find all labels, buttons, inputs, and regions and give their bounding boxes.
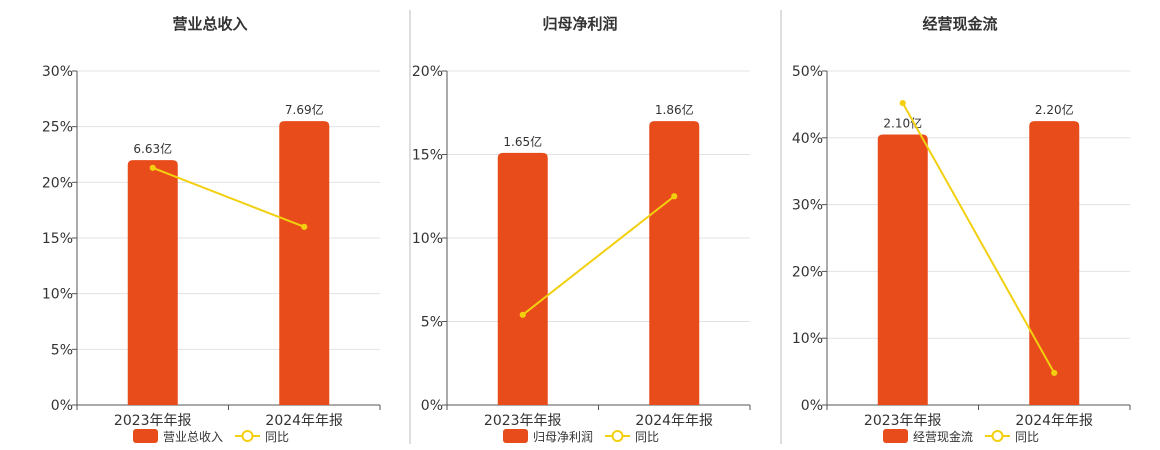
y-tick-label: 30% bbox=[42, 64, 73, 80]
bar bbox=[279, 121, 330, 405]
legend-bar-label: 归母净利润 bbox=[533, 430, 593, 444]
chart-panel-2: 归母净利润 0% 5% 10% 15% 20% 2023年年报 2024年年报 1.65亿 1.8… bbox=[409, 10, 751, 444]
legend-line-marker bbox=[611, 430, 624, 442]
y-tick-label: 0% bbox=[421, 398, 443, 414]
y-tick-label: 5% bbox=[421, 315, 443, 331]
x-tick-label: 2023年年报 bbox=[864, 413, 942, 429]
y-tick-label: 10% bbox=[792, 331, 823, 347]
legend-line-label: 同比 bbox=[635, 430, 659, 444]
x-tick-label: 2024年年报 bbox=[635, 413, 713, 429]
y-tick-label: 0% bbox=[51, 398, 73, 414]
line-point bbox=[301, 223, 308, 230]
line-series bbox=[152, 166, 305, 228]
y-tick-label: 5% bbox=[51, 342, 73, 358]
line-point bbox=[899, 99, 906, 107]
x-tick-label: 2024年年报 bbox=[265, 413, 343, 429]
legend-bar-swatch bbox=[883, 429, 908, 443]
y-tick-label: 0% bbox=[801, 398, 823, 414]
y-tick-label: 20% bbox=[412, 64, 443, 80]
y-tick-label: 20% bbox=[42, 175, 73, 191]
line-point bbox=[149, 164, 156, 171]
y-tick-label: 30% bbox=[792, 198, 823, 214]
legend-bar-swatch bbox=[503, 429, 528, 443]
y-tick-label: 15% bbox=[412, 148, 443, 164]
x-tick-label: 2023年年报 bbox=[484, 413, 562, 429]
y-tick-label: 50% bbox=[792, 64, 823, 80]
x-tick-label: 2024年年报 bbox=[1015, 413, 1093, 429]
bar bbox=[497, 152, 548, 405]
bar bbox=[1029, 121, 1080, 405]
y-tick-label: 40% bbox=[792, 131, 823, 147]
bar bbox=[649, 121, 700, 405]
y-tick-label: 20% bbox=[792, 264, 823, 280]
line-series bbox=[522, 195, 675, 316]
legend-line-marker bbox=[241, 430, 254, 442]
y-tick-label: 25% bbox=[42, 120, 73, 136]
legend-line-label: 同比 bbox=[1015, 430, 1039, 444]
line-point bbox=[671, 193, 678, 200]
y-tick-label: 10% bbox=[412, 231, 443, 247]
bar-data-label: 2.20亿 bbox=[1035, 102, 1074, 117]
y-tick-label: 10% bbox=[42, 287, 73, 303]
bar bbox=[877, 134, 928, 405]
line-point bbox=[1051, 369, 1058, 377]
bar-data-label: 1.86亿 bbox=[655, 102, 694, 117]
legend-bar-label: 经营现金流 bbox=[913, 429, 973, 444]
bar-data-label: 1.65亿 bbox=[503, 134, 542, 149]
line-series bbox=[901, 102, 1056, 374]
bar-data-label: 7.69亿 bbox=[285, 102, 324, 117]
legend-line-marker bbox=[991, 430, 1004, 442]
legend-line-label: 同比 bbox=[265, 430, 289, 444]
y-tick-label: 15% bbox=[42, 231, 73, 247]
bar-data-label: 6.63亿 bbox=[133, 141, 172, 156]
bar bbox=[127, 160, 178, 405]
chart-panel-1: 营业总收入 0% 5% 10% 15% 20% 25% 30% 2023年年报 2024年年报 6.… bbox=[42, 15, 381, 444]
line-point bbox=[519, 311, 526, 318]
chart-title: 营业总收入 bbox=[172, 15, 247, 33]
x-tick-label: 2023年年报 bbox=[114, 413, 192, 429]
legend-bar-label: 营业总收入 bbox=[163, 430, 223, 444]
chart-title: 经营现金流 bbox=[922, 15, 997, 33]
chart-title: 归母净利润 bbox=[542, 15, 617, 33]
legend-bar-swatch bbox=[133, 429, 158, 443]
